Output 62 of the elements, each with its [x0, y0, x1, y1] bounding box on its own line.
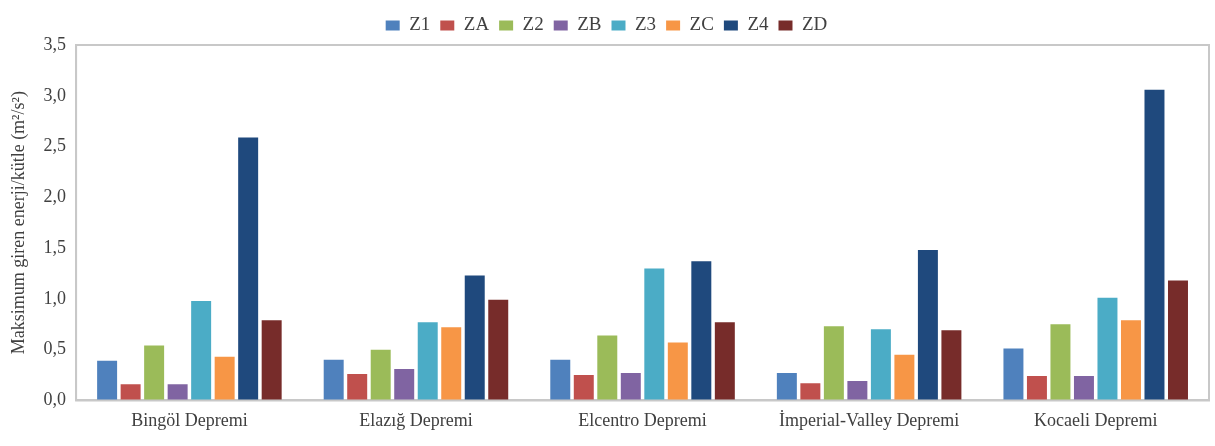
bar	[1050, 324, 1071, 401]
legend-label: Z4	[747, 13, 769, 35]
x-tick-label: Bingöl Depremi	[131, 409, 248, 430]
bar	[894, 354, 915, 401]
bar	[870, 329, 891, 401]
bar	[323, 359, 344, 401]
bar	[644, 268, 665, 401]
bar	[620, 372, 641, 401]
bar	[1003, 348, 1024, 401]
bar	[1144, 89, 1165, 401]
x-tick-label: Elazığ Depremi	[359, 409, 473, 430]
legend-label: ZA	[463, 13, 490, 35]
y-tick-label: 0,0	[43, 389, 67, 410]
bar	[597, 335, 618, 401]
legend-label: ZC	[689, 13, 714, 35]
bar	[823, 326, 844, 401]
bar	[441, 327, 462, 401]
legend-label: Z2	[522, 13, 544, 35]
bar	[1097, 297, 1118, 401]
y-axis-title: Maksimum giren enerji/kütle (m²/s²)	[7, 91, 29, 355]
bar	[917, 250, 938, 401]
bar	[167, 384, 188, 401]
bar	[238, 137, 259, 401]
legend-label: Z1	[409, 13, 431, 35]
bar	[800, 383, 821, 401]
bar	[1026, 376, 1047, 401]
bar	[1073, 376, 1094, 401]
bar	[488, 299, 509, 401]
y-tick-label: 3,5	[43, 33, 67, 54]
bar	[550, 359, 571, 401]
y-tick-label: 2,0	[43, 186, 67, 207]
bar	[667, 342, 688, 401]
x-tick-label: Elcentro Depremi	[578, 409, 707, 430]
legend-label: ZB	[577, 13, 602, 35]
legend-label: ZD	[801, 13, 828, 35]
bar	[691, 261, 712, 401]
y-tick-label: 1,5	[43, 236, 67, 257]
bar	[370, 349, 391, 401]
x-tick-label: İmperial-Valley Depremi	[778, 409, 960, 430]
bar	[464, 275, 485, 401]
bar	[191, 300, 212, 401]
legend-label: Z3	[635, 13, 657, 35]
y-tick-label: 1,0	[43, 287, 67, 308]
bar	[714, 322, 735, 401]
bar	[261, 320, 282, 401]
bar	[214, 356, 235, 401]
bar	[1120, 320, 1141, 401]
y-tick-label: 0,5	[43, 338, 67, 359]
bar	[417, 322, 438, 401]
bar	[941, 330, 962, 401]
bar	[776, 372, 797, 401]
bar	[97, 360, 118, 401]
bar	[847, 381, 868, 401]
y-tick-label: 3,0	[43, 84, 67, 105]
bar	[120, 384, 141, 401]
bar	[573, 375, 594, 401]
bar	[144, 345, 165, 401]
bar	[1168, 280, 1188, 401]
y-tick-label: 2,5	[43, 135, 67, 156]
x-tick-label: Kocaeli Depremi	[1033, 409, 1158, 430]
bar	[347, 374, 368, 401]
bar	[394, 368, 415, 401]
